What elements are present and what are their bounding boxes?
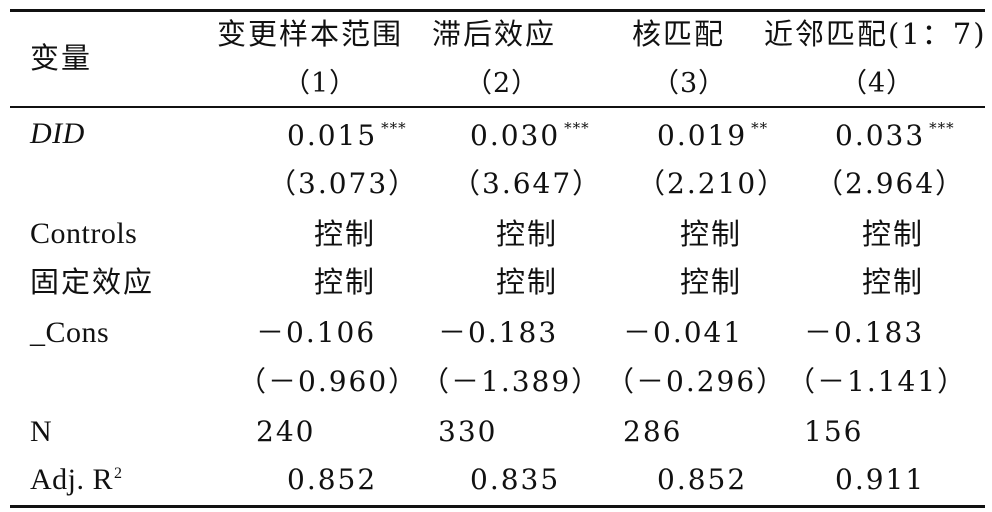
adj-r2-value-2: 0.835 [470, 463, 561, 496]
adj-r2-label-text: Adj. R [30, 463, 114, 496]
cons-tstat-2: （－1.389） [421, 365, 602, 398]
did-coef-1: 0.015 *** [287, 119, 407, 152]
did-coef-2: 0.030 *** [470, 119, 590, 152]
significance-stars: *** [564, 119, 590, 137]
significance-stars: *** [929, 119, 955, 137]
cons-coef-2: －0.183 [438, 316, 559, 349]
controls-value-3: 控制 [680, 217, 743, 251]
adj-r2-value-3: 0.852 [657, 463, 748, 496]
fixed-effects-value-4: 控制 [862, 265, 925, 299]
column-title-2: 滞后效应 [432, 17, 557, 51]
did-tstat-1: （3.073） [268, 167, 419, 200]
column-title-3: 核匹配 [632, 17, 726, 51]
column-number-1: （1） [283, 68, 358, 99]
row-label-controls: Controls [30, 217, 138, 250]
cons-tstat-4: （－1.141） [787, 365, 968, 398]
cons-coef-3: －0.041 [623, 316, 744, 349]
did-coef-3: 0.019 ** [657, 119, 769, 152]
n-value-2: 330 [438, 415, 498, 448]
cons-tstat-3: （－0.296） [606, 365, 787, 398]
column-number-3: （3） [652, 68, 727, 99]
fixed-effects-value-1: 控制 [314, 265, 377, 299]
cons-tstat-1: （－0.960） [238, 365, 419, 398]
row-label-adj-r2: Adj. R2 [30, 464, 123, 496]
column-title-1: 变更样本范围 [217, 17, 404, 51]
controls-value-2: 控制 [496, 217, 559, 251]
controls-value-1: 控制 [314, 217, 377, 251]
n-value-1: 240 [256, 415, 316, 448]
fixed-effects-value-3: 控制 [680, 265, 743, 299]
n-value-3: 286 [623, 415, 683, 448]
adj-r2-value-4: 0.911 [835, 463, 926, 496]
cons-coef-1: －0.106 [256, 316, 377, 349]
did-coef-value: 0.033 [835, 119, 926, 152]
adj-r2-superscript: 2 [114, 465, 123, 482]
row-label-cons: _Cons [30, 316, 110, 349]
column-number-2: （2） [465, 68, 540, 99]
variable-header: 变量 [30, 41, 93, 75]
did-tstat-2: （3.647） [452, 167, 603, 200]
column-title-4: 近邻匹配(1：7) [764, 17, 987, 51]
did-coef-4: 0.033 *** [835, 119, 955, 152]
fixed-effects-value-2: 控制 [496, 265, 559, 299]
significance-stars: *** [381, 119, 407, 137]
adj-r2-value-1: 0.852 [287, 463, 378, 496]
did-tstat-3: （2.210） [637, 167, 788, 200]
header-rule [10, 106, 985, 108]
did-coef-value: 0.030 [470, 119, 561, 152]
row-label-n: N [30, 415, 53, 448]
row-label-did: DID [30, 117, 85, 150]
significance-stars: ** [751, 119, 769, 137]
n-value-4: 156 [804, 415, 864, 448]
row-label-fixed-effects: 固定效应 [30, 265, 155, 299]
column-number-4: （4） [840, 68, 915, 99]
did-coef-value: 0.019 [657, 119, 748, 152]
top-rule [10, 9, 985, 12]
controls-value-4: 控制 [862, 217, 925, 251]
did-coef-value: 0.015 [287, 119, 378, 152]
did-tstat-4: （2.964） [815, 167, 966, 200]
bottom-rule [10, 505, 985, 508]
cons-coef-4: －0.183 [804, 316, 925, 349]
